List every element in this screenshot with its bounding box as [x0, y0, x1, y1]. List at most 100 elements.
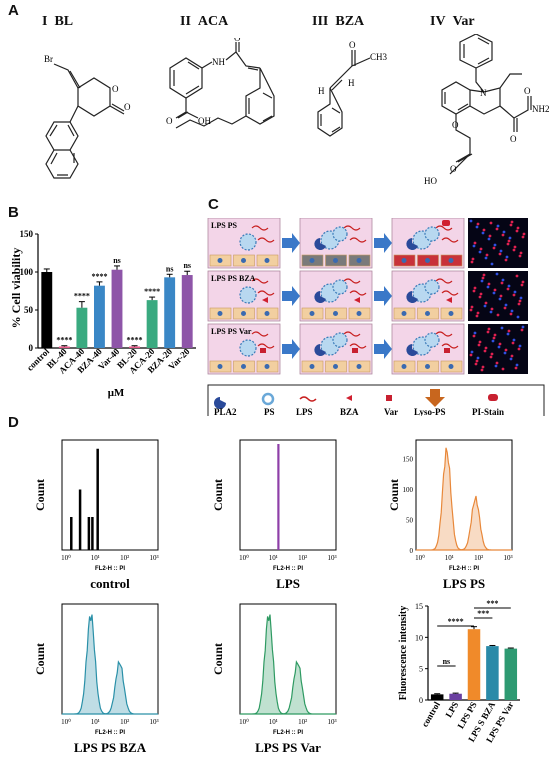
fl-bar-2: [467, 629, 481, 700]
pla2-mark: [314, 238, 326, 250]
b-ytick-label: 100: [20, 267, 34, 277]
lps-mark: [343, 331, 361, 337]
microscopy-image: [468, 324, 528, 374]
b-ytick-label: 150: [20, 229, 34, 239]
bza-mark: [354, 297, 360, 303]
histogram-xtick: 10²: [474, 554, 483, 562]
cell-nucleus: [356, 258, 362, 263]
compound-title-aca: II ACA: [180, 14, 229, 29]
b-significance: ****: [56, 336, 72, 345]
cell-nucleus: [217, 258, 223, 263]
cell-box-r0-c0: [207, 218, 281, 269]
histogram-xtick: 10²: [298, 554, 307, 562]
lps-mark: [435, 331, 453, 337]
b-significance: ns: [166, 264, 174, 273]
histogram-xtick: 10⁰: [239, 554, 249, 562]
ps-vesicle: [239, 286, 257, 304]
lps-mark: [441, 237, 459, 243]
ps-vesicle: [424, 226, 440, 242]
b-ytick-label: 50: [24, 305, 34, 315]
histogram-xtick: 10¹: [91, 718, 100, 726]
lps-mark: [257, 290, 275, 296]
process-arrow: [282, 286, 300, 306]
var-o1: O: [510, 134, 517, 144]
ps-vesicle: [332, 226, 348, 242]
fl-ytick: 15: [415, 602, 423, 611]
cell-nucleus: [264, 311, 270, 316]
legend-label: Lyso-PS: [414, 407, 446, 416]
panel-a-label: A: [8, 2, 19, 19]
histogram-xlabel: FL2-H :: PI: [273, 566, 303, 572]
pla2-icon: [214, 397, 226, 409]
fl-significance-label: ***: [477, 609, 489, 618]
histogram-title: control: [90, 576, 130, 591]
histogram-xtick: 10³: [149, 554, 158, 562]
cell-nucleus: [264, 258, 270, 263]
ps-vesicle: [239, 233, 257, 251]
aca-nh: NH: [212, 57, 225, 67]
var-mark: [444, 348, 450, 353]
lps-mark: [343, 225, 361, 231]
histogram-ytick: 100: [403, 486, 414, 494]
ps-vesicle: [424, 279, 440, 295]
var-nh2: NH2: [532, 104, 550, 114]
lps-mark: [435, 278, 453, 284]
histogram-ylabel: Count: [211, 643, 225, 675]
lps-mark: [435, 225, 453, 231]
scheme-row-label: LPS PS BZA: [211, 274, 256, 283]
legend-label: BZA: [340, 407, 359, 416]
var-ho: HO: [424, 176, 437, 186]
ps-vesicle: [239, 339, 257, 357]
cell-nucleus: [448, 364, 454, 369]
cell-box-r0-c1: [299, 218, 373, 269]
cell-nucleus: [448, 311, 454, 316]
bza-o: O: [349, 40, 356, 50]
b-significance: ****: [127, 336, 143, 345]
var-o2: O: [524, 86, 531, 96]
cell-nucleus: [333, 311, 338, 316]
fl-ytick: 0: [419, 696, 423, 705]
cell-nucleus: [241, 258, 246, 263]
pla2-mark: [314, 291, 326, 303]
cell-nucleus: [309, 364, 315, 369]
legend-label: PI-Stain: [472, 407, 504, 416]
histogram-xlabel: FL2-H :: PI: [449, 566, 479, 572]
ps-vesicle: [332, 332, 348, 348]
histogram-title: LPS: [276, 576, 300, 591]
ring-oxygen: O: [112, 84, 119, 94]
process-arrow: [374, 339, 392, 359]
histogram-ytick: 150: [403, 455, 414, 463]
lps-mark: [257, 237, 275, 243]
process-arrow: [374, 286, 392, 306]
compound-title-bza: III BZA: [312, 14, 365, 29]
panel-d-label: D: [8, 414, 19, 431]
process-arrow: [374, 233, 392, 253]
cell-nucleus: [333, 258, 338, 263]
lps-mark: [251, 225, 269, 231]
histogram-curve: [62, 614, 158, 715]
cell-nucleus: [217, 311, 223, 316]
cell-box-r2-c0: [207, 323, 281, 375]
var-icon: [386, 395, 392, 401]
lyso-ps-icon: [425, 389, 445, 407]
cell-nucleus: [241, 311, 246, 316]
histogram-xtick: 10¹: [269, 554, 278, 562]
fl-ytick: 10: [415, 633, 423, 642]
cell-box-r1-c1: [299, 270, 373, 322]
legend-label: Var: [384, 407, 398, 416]
process-arrow: [282, 233, 300, 253]
cell-nucleus: [425, 364, 430, 369]
histogram-ytick: 0: [410, 547, 414, 555]
fl-ylabel: Fluorescence intensity: [398, 606, 409, 701]
histogram-xtick: 10⁰: [239, 718, 249, 726]
histogram-xtick: 10²: [120, 718, 129, 726]
fl-significance-label: ****: [448, 617, 464, 626]
histogram-xtick: 10¹: [91, 554, 100, 562]
cell-box-r2-c2: [391, 323, 465, 375]
ps-vesicle: [424, 332, 440, 348]
b-significance: ns: [113, 256, 121, 265]
